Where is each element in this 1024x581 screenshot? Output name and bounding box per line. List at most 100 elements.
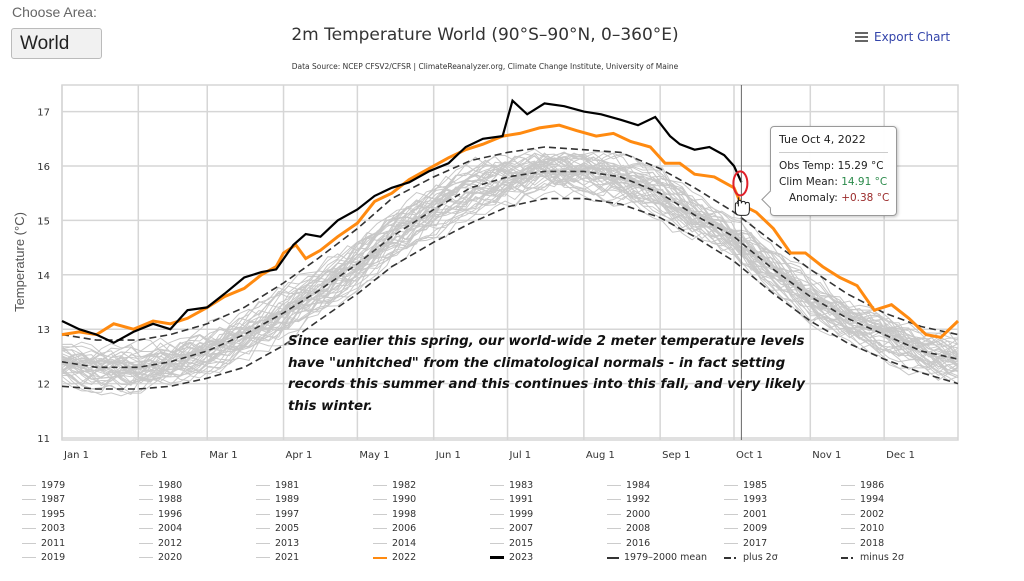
legend-item[interactable]: plus 2σ: [724, 551, 841, 566]
legend-item[interactable]: 2003: [22, 522, 139, 537]
legend-label: 1989: [275, 494, 300, 506]
legend-item[interactable]: 2017: [724, 536, 841, 551]
legend-item[interactable]: 1994: [841, 493, 958, 508]
legend-item[interactable]: 1997: [256, 507, 373, 522]
x-tick-label: Nov 1: [812, 450, 841, 461]
legend-item[interactable]: 2021: [256, 551, 373, 566]
legend-item[interactable]: 2016: [607, 536, 724, 551]
legend-item[interactable]: 2009: [724, 522, 841, 537]
chart-subtitle: Data Source: NCEP CFSV2/CFSR | ClimateRe…: [291, 62, 679, 71]
legend-swatch-icon: [256, 528, 270, 530]
series-line-1984: [61, 169, 959, 394]
grid: [61, 84, 959, 441]
legend-item[interactable]: 1984: [607, 478, 724, 493]
tooltip-date: Tue Oct 4, 2022: [779, 133, 888, 153]
legend-label: minus 2σ: [860, 552, 904, 564]
legend-label: 1993: [743, 494, 768, 506]
legend-label: 2008: [626, 523, 651, 535]
legend-swatch-icon: [22, 499, 36, 501]
tooltip-clim-label: Clim Mean:: [779, 176, 838, 188]
legend-swatch-icon: [256, 513, 270, 515]
legend-swatch-icon: [22, 484, 36, 486]
legend-item[interactable]: 2004: [139, 522, 256, 537]
legend-item[interactable]: 1982: [373, 478, 490, 493]
legend-item[interactable]: 1989: [256, 493, 373, 508]
legend-label: 2007: [509, 523, 534, 535]
annotation-text: Since earlier this spring, our world-wid…: [288, 334, 805, 414]
series-line-minus-2-: [61, 197, 959, 390]
legend-item[interactable]: 2006: [373, 522, 490, 537]
legend-item[interactable]: 2013: [256, 536, 373, 551]
legend-label: 1986: [860, 479, 885, 491]
legend-item[interactable]: 1990: [373, 493, 490, 508]
legend-item[interactable]: 2020: [139, 551, 256, 566]
legend-item[interactable]: 2005: [256, 522, 373, 537]
legend-item[interactable]: 1979: [22, 478, 139, 493]
legend-item[interactable]: 1979–2000 mean: [607, 551, 724, 566]
legend-label: 2011: [41, 537, 66, 549]
legend-swatch-icon: [490, 528, 504, 530]
legend-swatch-icon: [256, 484, 270, 486]
legend-item[interactable]: minus 2σ: [841, 551, 958, 566]
legend-item[interactable]: 2012: [139, 536, 256, 551]
legend-item[interactable]: 1980: [139, 478, 256, 493]
legend-item[interactable]: 1986: [841, 478, 958, 493]
legend-item[interactable]: 2023: [490, 551, 607, 566]
y-tick-label: 14: [37, 271, 50, 282]
legend-label: 1981: [275, 479, 300, 491]
legend-item[interactable]: 2014: [373, 536, 490, 551]
legend-item[interactable]: 1999: [490, 507, 607, 522]
legend-swatch-icon: [607, 499, 621, 501]
legend-item[interactable]: 1996: [139, 507, 256, 522]
legend-label: 2021: [275, 552, 300, 564]
y-tick-label: 13: [37, 325, 50, 336]
legend-swatch-icon: [373, 499, 387, 501]
legend-swatch-icon: [490, 484, 504, 486]
series-line-2019: [61, 152, 959, 375]
legend-item[interactable]: 2018: [841, 536, 958, 551]
legend-item[interactable]: 1981: [256, 478, 373, 493]
legend-item[interactable]: 1991: [490, 493, 607, 508]
legend-item[interactable]: 2010: [841, 522, 958, 537]
legend-label: 2003: [41, 523, 66, 535]
legend-swatch-icon: [607, 556, 619, 559]
legend-item[interactable]: 1987: [22, 493, 139, 508]
legend-item[interactable]: 2022: [373, 551, 490, 566]
x-tick-label: Oct 1: [736, 450, 763, 461]
legend-label: 2001: [743, 508, 768, 520]
legend-label: 1995: [41, 508, 66, 520]
legend-label: 2023: [509, 552, 534, 564]
legend-item[interactable]: 2007: [490, 522, 607, 537]
legend-item[interactable]: 2001: [724, 507, 841, 522]
x-tick-label: Jul 1: [509, 450, 532, 461]
legend-item[interactable]: 2000: [607, 507, 724, 522]
legend-swatch-icon: [724, 528, 738, 530]
legend-label: 1999: [509, 508, 534, 520]
legend-item[interactable]: 1983: [490, 478, 607, 493]
legend-item[interactable]: 1985: [724, 478, 841, 493]
legend-item[interactable]: 2019: [22, 551, 139, 566]
series-line-2014: [61, 157, 959, 360]
legend-label: 1985: [743, 479, 768, 491]
legend-item[interactable]: 2011: [22, 536, 139, 551]
area-select[interactable]: World: [11, 28, 102, 59]
tooltip-anom-value: +0.38 °C: [841, 192, 890, 204]
legend-label: 2002: [860, 508, 885, 520]
series-line-2023: [61, 98, 743, 345]
legend-swatch-icon: [373, 513, 387, 515]
legend-item[interactable]: 1995: [22, 507, 139, 522]
legend-item[interactable]: 2015: [490, 536, 607, 551]
legend-item[interactable]: 2008: [607, 522, 724, 537]
legend-item[interactable]: 1988: [139, 493, 256, 508]
legend-swatch-icon: [607, 484, 621, 486]
tooltip-anom-label: Anomaly:: [789, 192, 838, 204]
legend-item[interactable]: 1993: [724, 493, 841, 508]
y-tick-label: 17: [37, 108, 50, 119]
export-chart-button[interactable]: Export Chart: [855, 30, 950, 44]
legend-item[interactable]: 1992: [607, 493, 724, 508]
legend-item[interactable]: 2002: [841, 507, 958, 522]
legend-item[interactable]: 1998: [373, 507, 490, 522]
legend-swatch-icon: [22, 528, 36, 530]
legend-label: 2019: [41, 552, 66, 564]
